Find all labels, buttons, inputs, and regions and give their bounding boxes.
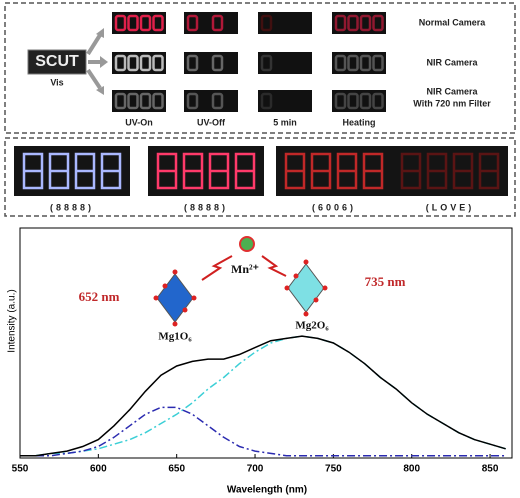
mn-ion	[239, 236, 255, 252]
glow-letter	[359, 54, 372, 72]
oxygen	[313, 297, 319, 303]
plot-frame	[19, 227, 513, 459]
source-label: SCUT	[35, 53, 79, 70]
glow-letter	[211, 92, 224, 110]
display-label: (LOVE)	[426, 202, 475, 212]
glow-letter	[359, 14, 372, 32]
glow-letter	[260, 92, 273, 110]
series-line	[20, 335, 506, 457]
column-label: Heating	[342, 117, 375, 127]
annotation: 735 nm	[365, 274, 406, 289]
column-label: UV-Off	[197, 117, 226, 127]
oxygen	[191, 295, 197, 301]
glow-letter	[372, 92, 384, 110]
glow-letter	[334, 14, 347, 32]
glow-letter	[260, 54, 273, 72]
series-line	[20, 335, 506, 457]
annotation: Mg2O₆	[295, 320, 329, 332]
oxygen	[293, 273, 299, 279]
glow-letter	[139, 92, 152, 110]
annotation: Mg1O₆	[158, 331, 192, 343]
glow-letter	[186, 92, 199, 110]
column-label: 5 min	[273, 117, 297, 127]
annotation: Mn²⁺	[231, 262, 259, 276]
x-tick-label: 800	[403, 464, 420, 475]
glow-letter	[139, 14, 152, 32]
oxygen	[303, 311, 309, 317]
glow-letter	[186, 14, 199, 32]
row-label: NIR Camera	[426, 57, 478, 67]
series-line	[20, 406, 506, 457]
x-tick-label: 850	[482, 464, 499, 475]
glow-letter	[127, 14, 139, 32]
x-tick-label: 550	[12, 464, 29, 475]
glow-letter	[334, 92, 347, 110]
glow-letter	[260, 14, 273, 32]
glow-letter	[211, 54, 224, 72]
glow-letter	[127, 92, 139, 110]
oxygen	[172, 321, 178, 327]
glow-letter	[347, 92, 359, 110]
oxygen	[172, 269, 178, 275]
glow-letter	[114, 54, 127, 72]
glow-letter	[114, 14, 127, 32]
source-caption: Vis	[50, 77, 63, 87]
glow-letter	[211, 14, 224, 32]
glow-letter	[186, 54, 199, 72]
glow-letter	[152, 92, 164, 110]
glow-letter	[152, 14, 164, 32]
oxygen	[153, 295, 159, 301]
row-label: With 720 nm Filter	[413, 98, 491, 108]
arrows	[86, 28, 108, 95]
row-label: Normal Camera	[419, 17, 487, 27]
glow-letter	[114, 92, 127, 110]
display-label: (6006)	[312, 202, 356, 212]
mg2o6-octahedron	[287, 263, 325, 313]
row-label: NIR Camera	[426, 86, 478, 96]
glow-letter	[372, 54, 384, 72]
glow-letter	[152, 54, 164, 72]
display-label: (8888)	[184, 202, 228, 212]
y-axis-label: Intensity (a.u.)	[7, 289, 18, 352]
glow-letter	[347, 14, 359, 32]
energy-arrow	[201, 255, 233, 281]
x-axis-label: Wavelength (nm)	[227, 485, 307, 496]
x-tick-label: 600	[90, 464, 107, 475]
energy-arrow	[261, 255, 287, 277]
annotation: 652 nm	[79, 289, 120, 304]
glow-letter	[372, 14, 384, 32]
source-box	[27, 49, 87, 75]
glow-letter	[139, 54, 152, 72]
panel-b-frame	[4, 137, 516, 217]
mg1o6-octahedron	[156, 273, 194, 323]
glow-letter	[334, 54, 347, 72]
glow-letter	[347, 54, 359, 72]
glow-letter	[127, 54, 139, 72]
column-label: UV-On	[125, 117, 153, 127]
x-tick-label: 750	[325, 464, 342, 475]
glow-letter	[359, 92, 372, 110]
x-tick-label: 700	[247, 464, 264, 475]
oxygen	[162, 283, 168, 289]
oxygen	[182, 307, 188, 313]
oxygen	[303, 259, 309, 265]
oxygen	[322, 285, 328, 291]
oxygen	[284, 285, 290, 291]
x-tick-label: 650	[168, 464, 185, 475]
display-label: (8888)	[50, 202, 94, 212]
